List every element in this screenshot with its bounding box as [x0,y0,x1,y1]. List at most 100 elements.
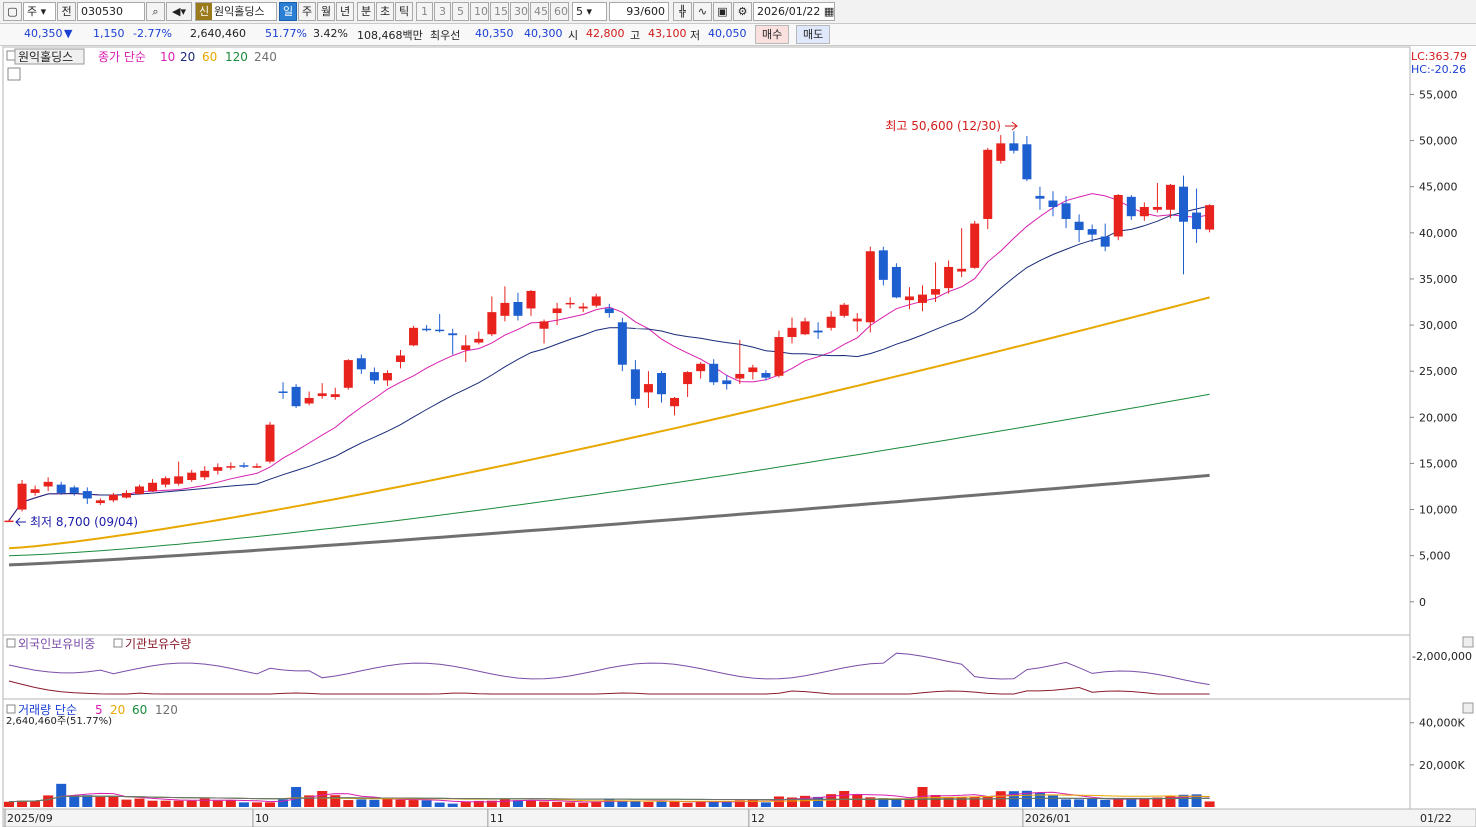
volume-bar [447,803,458,807]
candle-body [683,372,693,385]
high-arrow-icon [1005,121,1018,131]
ma-line-120 [8,393,1210,557]
speaker-icon[interactable]: ◀▾ [166,2,192,21]
candle-body [148,482,158,492]
candle-body [4,520,14,523]
gear-icon[interactable]: ⚙ [733,2,752,21]
candle-body [1009,143,1019,151]
collapse-icon[interactable] [113,638,123,648]
period-day[interactable]: 일 [279,2,297,21]
indicator-icon[interactable]: ∿ [693,2,712,21]
candle-body [970,223,980,268]
price-tick-label: 45,000 [1419,181,1458,194]
minute-15[interactable]: 15 [490,2,509,21]
stock-name-field[interactable]: 신 원익홀딩스 [195,2,277,21]
volume-bar [682,802,693,807]
candle-body [108,494,118,501]
volume-bar [1191,794,1202,807]
candle-body [1165,184,1175,210]
candle-body [931,289,941,295]
candle-body [657,373,666,395]
minute-60[interactable]: 60 [550,2,569,21]
candle-body [1087,229,1097,235]
minute-10[interactable]: 10 [470,2,489,21]
candle-body [983,149,993,219]
period-month[interactable]: 월 [317,2,335,21]
code-input[interactable]: 030530 [77,2,145,21]
minute-45[interactable]: 45 [530,2,549,21]
candle-body [552,308,562,314]
volume-bar [17,800,28,807]
count-field[interactable]: 93/600 [609,2,669,21]
candle-body [513,301,523,316]
period-minute[interactable]: 분 [357,2,375,21]
legend-ma-20: 20 [180,50,195,64]
candle-body [918,294,927,303]
window-icon[interactable]: ▢ [3,2,22,21]
period-second[interactable]: 초 [376,2,394,21]
current-price: 40,350 [24,27,63,40]
candle-body [878,250,888,280]
volume-bar [330,795,341,807]
save-icon[interactable]: ▣ [713,2,732,21]
collapse-icon[interactable] [6,638,16,648]
volume-bar [134,798,145,807]
volume-bar [108,796,119,807]
calendar-icon[interactable]: ▦ [823,5,835,18]
lc-value: LC:363.79 [1411,50,1467,63]
volume-bar [956,797,967,807]
volume-bar [4,801,14,807]
date-field[interactable]: 2026/01/22 ▦ [753,2,835,21]
candle-body [1126,196,1136,217]
collapse-icon[interactable] [6,704,16,714]
legend-vol-ma-120: 120 [155,703,178,717]
volume-bar [760,802,771,807]
candle-type-icon[interactable]: ╬ [673,2,692,21]
candle-body [1179,186,1188,222]
volume-bar [930,794,941,807]
volume-bar [304,795,315,807]
volume-bar [565,802,576,807]
scroll-up-icon[interactable] [1462,636,1474,648]
high-price: 43,100 [648,27,687,40]
search-icon[interactable]: ⌕ [146,2,165,21]
candle-body [787,327,797,338]
period-week[interactable]: 주 [298,2,316,21]
minute-5[interactable]: 5 [452,2,469,21]
minute-3[interactable]: 3 [434,2,451,21]
stock-chart[interactable]: 55,00050,00045,00040,00035,00030,00025,0… [0,46,1476,827]
candle-body [304,397,314,404]
grid-icon[interactable] [7,67,21,81]
market-select[interactable]: 주 ▾ [23,2,56,21]
legend-ma-240: 240 [254,50,277,64]
best-quote-label: 최우선 [430,29,461,42]
candle-body [604,308,614,314]
candle-body [852,318,862,322]
institution-qty-line [8,680,1210,695]
minute-30[interactable]: 30 [510,2,529,21]
candle-body [735,373,745,379]
ma-line-60 [8,296,1210,550]
period-tick[interactable]: 틱 [395,2,413,21]
candle-body [474,338,484,343]
turnover: 3.42% [313,27,348,40]
prev-button[interactable]: 전 [57,2,76,21]
period-year[interactable]: 년 [336,2,354,21]
interval-select[interactable]: 5 ▾ [572,2,607,21]
volume-bar [800,795,811,807]
candles [4,131,1215,523]
candle-body [904,296,914,301]
scroll-up-icon[interactable] [1462,702,1474,714]
volume-panel [2,698,1411,810]
volume-bar [1100,799,1111,807]
foreign-ratio-line [8,652,1210,686]
candle-body [135,486,144,494]
minute-1[interactable]: 1 [416,2,433,21]
candle-body [839,304,849,316]
buy-button[interactable]: 매수 [755,25,790,44]
legend-foreign-ratio: 외국인보유비중 [18,637,95,651]
candle-body [343,360,353,388]
candle-body [30,489,40,493]
volume-bar [539,801,550,807]
sell-button[interactable]: 매도 [796,25,831,44]
